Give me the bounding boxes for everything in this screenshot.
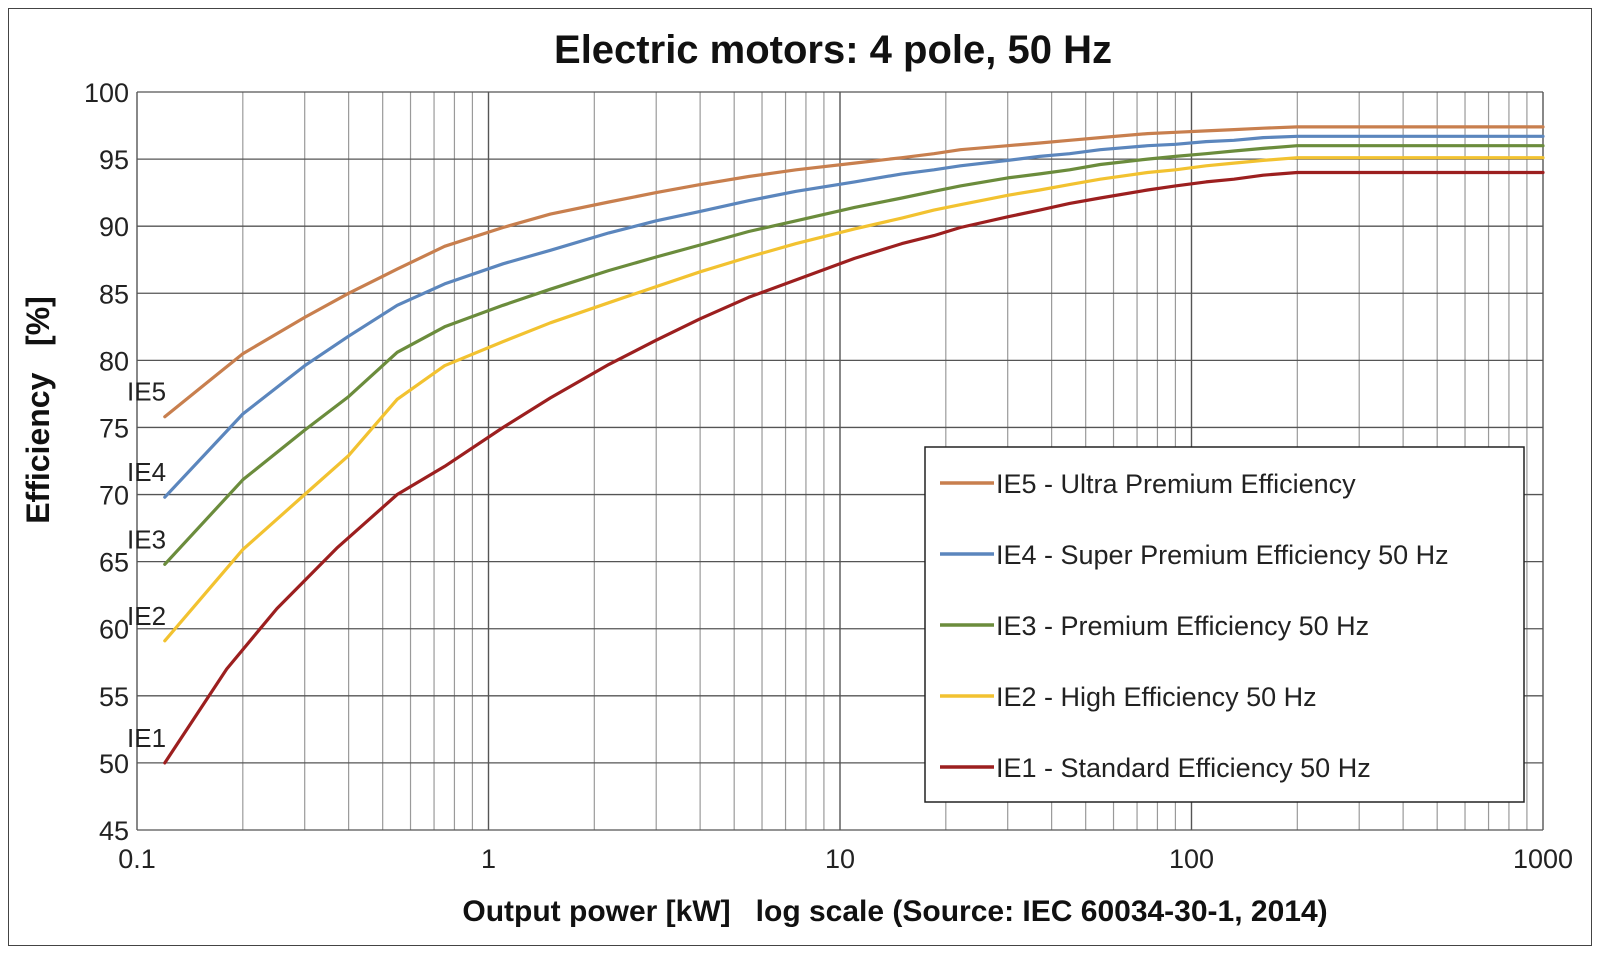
- y-tick-label: 70: [99, 481, 129, 511]
- y-tick-label: 65: [99, 548, 129, 578]
- series-end-label: IE3: [127, 524, 166, 554]
- y-tick-label: 50: [99, 749, 129, 779]
- series-lines: [163, 125, 1545, 765]
- legend-entry: IE4 - Super Premium Efficiency 50 Hz: [996, 540, 1449, 570]
- legend-entry: IE5 - Ultra Premium Efficiency: [996, 469, 1356, 499]
- x-axis-ticks: 0.1 1 10 100 1000: [118, 844, 1573, 874]
- series-end-labels: IE5 IE4 IE3 IE2 IE1: [127, 377, 166, 753]
- legend-entry: IE1 - Standard Efficiency 50 Hz: [996, 753, 1371, 783]
- legend-box: [924, 446, 1525, 803]
- y-tick-label: 45: [99, 816, 129, 846]
- y-tick-label: 80: [99, 346, 129, 376]
- y-tick-label: 95: [99, 145, 129, 175]
- y-tick-label: 100: [84, 78, 129, 108]
- y-tick-label: 85: [99, 279, 129, 309]
- x-tick-label: 10: [825, 844, 855, 874]
- y-tick-label: 55: [99, 682, 129, 712]
- x-tick-label: 1000: [1513, 844, 1573, 874]
- series-line: [163, 125, 1545, 419]
- legend: IE5 - Ultra Premium Efficiency IE4 - Supe…: [924, 446, 1525, 803]
- series-end-label: IE2: [127, 601, 166, 631]
- series-end-label: IE1: [127, 723, 166, 753]
- series-end-label: IE5: [127, 377, 166, 407]
- series-line: [163, 156, 1545, 643]
- series-line: [163, 170, 1545, 765]
- y-tick-label: 90: [99, 212, 129, 242]
- y-tick-label: 75: [99, 413, 129, 443]
- legend-entry: IE3 - Premium Efficiency 50 Hz: [996, 611, 1369, 641]
- series-end-label: IE4: [127, 457, 166, 487]
- x-axis-label: Output power [kW] log scale (Source: IEC…: [462, 895, 1327, 928]
- x-tick-label: 0.1: [118, 844, 156, 874]
- x-tick-label: 100: [1169, 844, 1214, 874]
- chart-title: Electric motors: 4 pole, 50 Hz: [554, 28, 1112, 72]
- series-line: [163, 134, 1545, 499]
- y-tick-label: 60: [99, 615, 129, 645]
- y-axis-ticks: 45 50 55 60 65 70 75 80 85 90 95 100: [84, 78, 129, 846]
- x-tick-label: 1: [481, 844, 496, 874]
- series-line: [163, 144, 1545, 566]
- legend-entry: IE2 - High Efficiency 50 Hz: [996, 682, 1317, 712]
- y-axis-label: Efficiency [%]: [20, 296, 56, 524]
